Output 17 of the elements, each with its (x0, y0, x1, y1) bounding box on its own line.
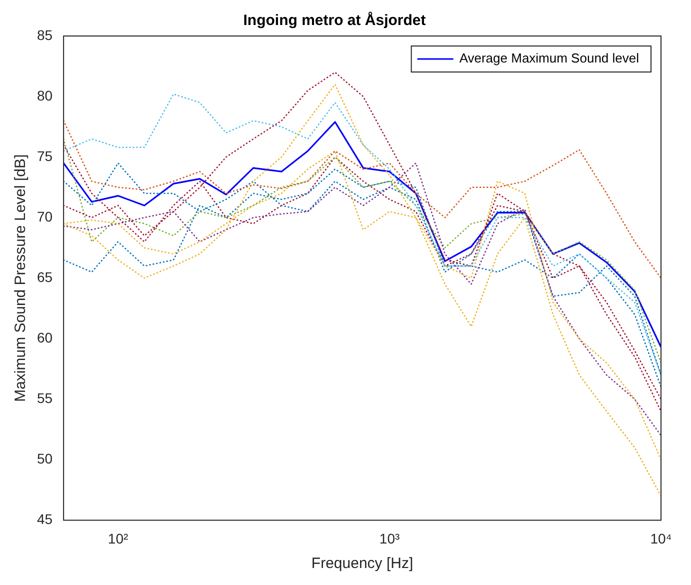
x-axis-title: Frequency [Hz] (311, 555, 414, 572)
x-tick-label: 10³ (379, 530, 400, 546)
y-tick-label: 75 (36, 148, 53, 164)
y-tick-label: 55 (36, 390, 53, 406)
y-tick-label: 80 (36, 87, 53, 104)
legend-label: Average Maximum Sound level (459, 50, 640, 66)
x-tick-label: 10² (108, 530, 128, 546)
chart-title: Ingoing metro at Åsjordet (243, 11, 426, 30)
y-tick-label: 45 (36, 511, 53, 528)
y-tick-label: 85 (36, 26, 53, 43)
y-tick-label: 65 (36, 268, 53, 285)
line-series (64, 120, 661, 279)
y-axis-title: Maximum Sound Pressure Level [dB] (12, 154, 30, 402)
y-tick-label: 50 (36, 450, 53, 467)
x-tick-label: 10⁴ (650, 530, 672, 546)
y-tick-label: 70 (36, 208, 53, 224)
y-tick-label: 60 (36, 329, 53, 346)
